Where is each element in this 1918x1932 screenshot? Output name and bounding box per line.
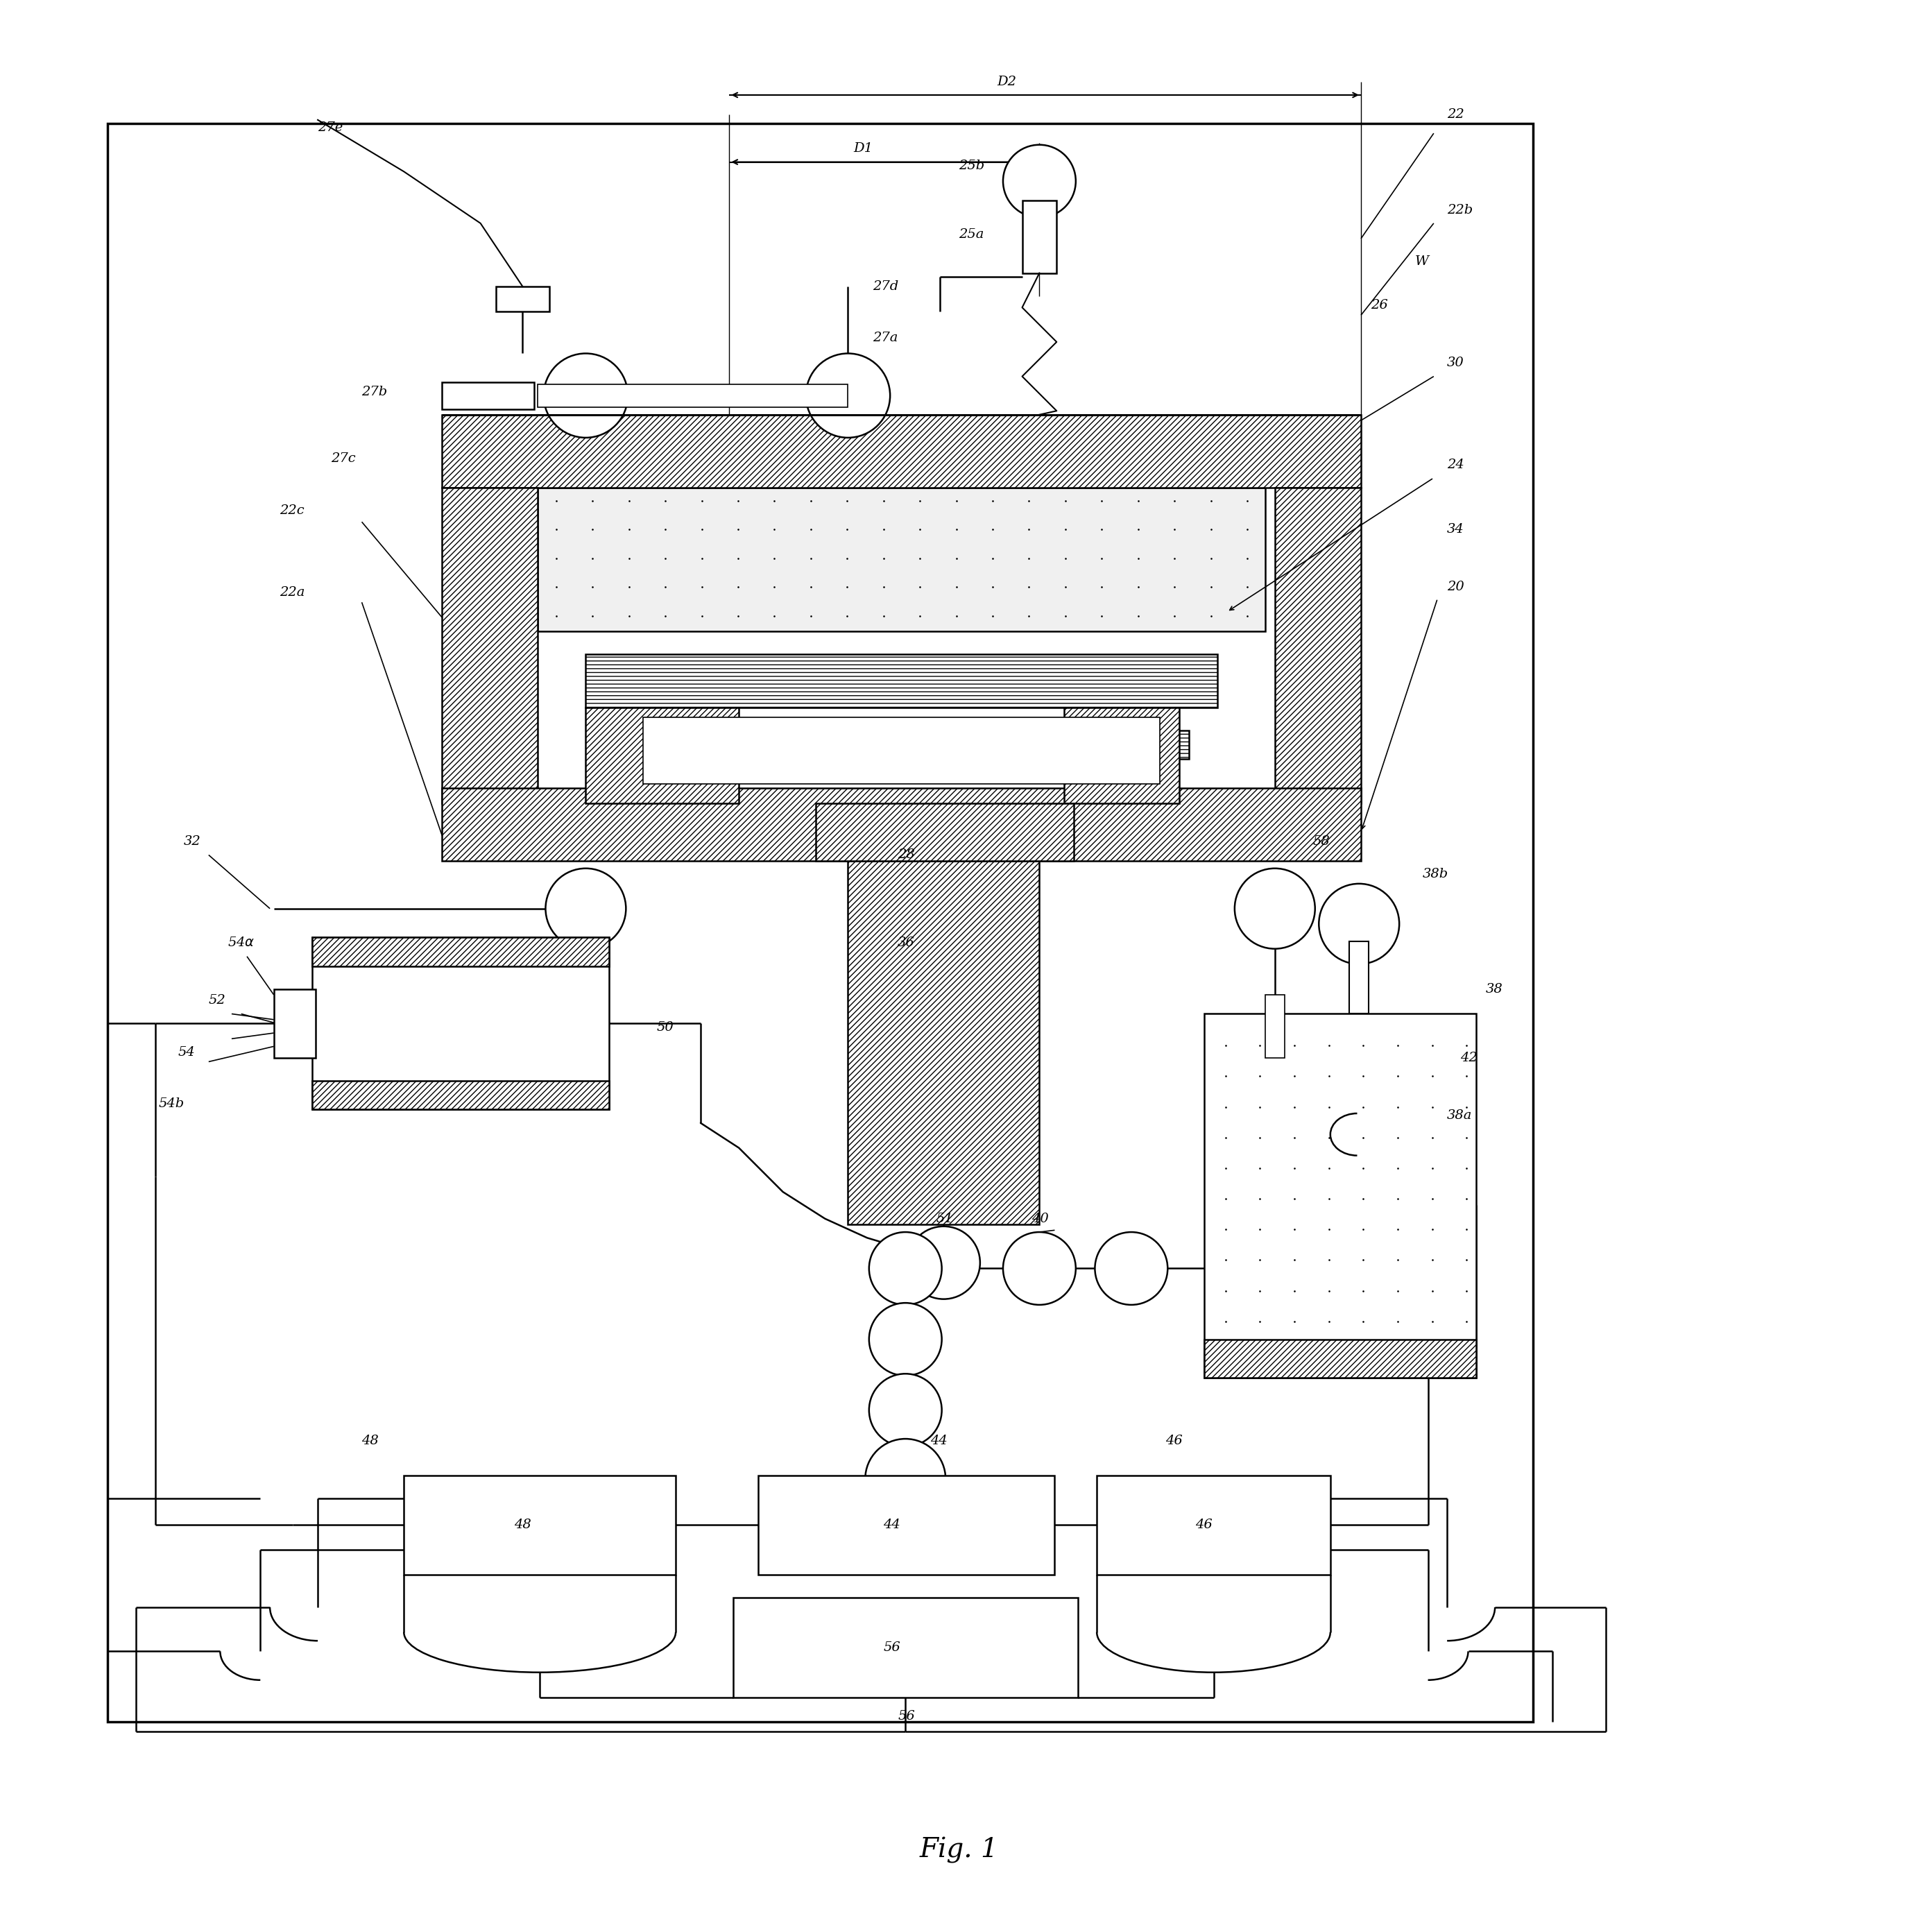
Bar (643, 717, 1160, 784)
Bar (537, 384, 848, 408)
Text: 24: 24 (1446, 458, 1463, 471)
Bar (443, 788, 1362, 862)
Bar (443, 487, 537, 804)
Bar (107, 124, 1532, 1721)
Text: 54: 54 (178, 1045, 196, 1059)
Text: 44: 44 (930, 1434, 947, 1447)
Bar (313, 937, 608, 966)
Bar (585, 653, 1218, 707)
Bar (1205, 1339, 1475, 1378)
Bar (733, 1598, 1078, 1696)
Text: D2: D2 (997, 75, 1017, 87)
Bar (443, 383, 533, 410)
Text: Fig. 1: Fig. 1 (919, 1837, 999, 1864)
Bar (585, 707, 738, 804)
Text: 27c: 27c (332, 452, 357, 466)
Bar (313, 1080, 608, 1109)
Circle shape (1235, 867, 1316, 949)
Circle shape (865, 1439, 946, 1519)
Text: 27b: 27b (363, 386, 387, 398)
Text: 50: 50 (656, 1020, 673, 1034)
Text: 54b: 54b (159, 1097, 184, 1111)
Text: 54$\alpha$: 54$\alpha$ (228, 937, 255, 949)
Text: 46: 46 (1166, 1434, 1183, 1447)
Circle shape (907, 1227, 980, 1298)
Text: 38: 38 (1485, 983, 1502, 995)
Text: 34: 34 (1446, 524, 1463, 535)
Circle shape (1003, 145, 1076, 218)
Text: 48: 48 (363, 1434, 380, 1447)
Bar (758, 1476, 1055, 1575)
Bar (1266, 995, 1285, 1059)
Circle shape (543, 354, 627, 439)
Text: 22: 22 (1446, 108, 1463, 120)
Text: 40: 40 (1032, 1213, 1049, 1225)
Bar (1205, 1014, 1475, 1378)
Text: 30: 30 (1446, 357, 1463, 369)
Bar (848, 862, 1040, 1225)
Text: 22a: 22a (280, 587, 305, 599)
Circle shape (806, 354, 890, 439)
Bar (443, 415, 1362, 487)
Text: 48: 48 (514, 1519, 531, 1532)
Text: 22b: 22b (1446, 203, 1473, 216)
Text: 26: 26 (1371, 299, 1389, 311)
Text: 25a: 25a (959, 228, 984, 242)
Circle shape (1095, 1233, 1168, 1304)
Text: D1: D1 (854, 143, 873, 155)
Bar (405, 1476, 675, 1575)
Circle shape (1320, 883, 1400, 964)
Text: W: W (1415, 255, 1429, 269)
Text: 27e: 27e (318, 122, 343, 133)
Circle shape (1003, 1233, 1076, 1304)
Text: 42: 42 (1460, 1051, 1477, 1065)
Text: 27d: 27d (873, 280, 900, 292)
Bar (313, 937, 608, 1109)
Text: 27a: 27a (873, 332, 898, 344)
Bar (495, 286, 549, 311)
Bar (815, 804, 1074, 862)
Text: 44: 44 (884, 1519, 901, 1532)
Text: 51: 51 (936, 1213, 953, 1225)
Text: 46: 46 (1195, 1519, 1212, 1532)
Text: 32: 32 (184, 835, 201, 848)
Circle shape (545, 867, 625, 949)
Text: 56: 56 (898, 1710, 915, 1723)
Text: 25b: 25b (959, 160, 984, 172)
Bar (1275, 487, 1362, 804)
Bar (1064, 707, 1180, 804)
Bar (614, 730, 1189, 759)
Text: 56: 56 (884, 1642, 901, 1654)
Text: 28: 28 (898, 848, 915, 862)
Text: 38a: 38a (1446, 1109, 1473, 1122)
Bar (1022, 201, 1057, 272)
Bar (274, 989, 316, 1059)
Text: 20: 20 (1446, 582, 1463, 593)
Text: 36: 36 (898, 937, 915, 949)
Bar (537, 487, 1266, 632)
Text: 52: 52 (209, 995, 226, 1007)
Circle shape (869, 1233, 942, 1304)
Circle shape (869, 1302, 942, 1376)
Circle shape (869, 1374, 942, 1447)
Text: 22c: 22c (280, 504, 305, 516)
Text: 38b: 38b (1423, 867, 1448, 881)
Bar (1097, 1476, 1331, 1575)
Bar (1350, 941, 1369, 1014)
Text: 58: 58 (1314, 835, 1331, 848)
